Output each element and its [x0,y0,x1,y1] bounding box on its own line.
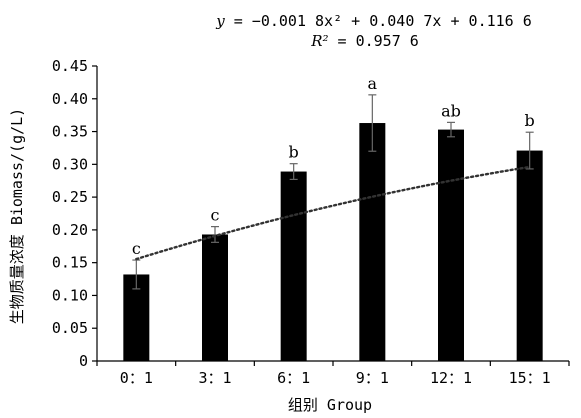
significance-label: ab [441,101,461,120]
x-tick-label: 6：1 [277,369,310,387]
y-tick-label: 0.35 [52,123,88,141]
trend-line [135,165,531,261]
significance-label: c [132,239,141,258]
x-tick-labels: 0：1 3：1 6：1 9：1 12：1 15：1 [96,361,570,387]
equation-y-var: y [215,12,225,30]
x-tick-label: 15：1 [509,369,551,387]
r-squared-text: = 0.957 6 [329,32,419,50]
bar [202,234,228,361]
x-tick-label: 3：1 [198,369,231,387]
y-tick-label: 0.45 [52,57,88,75]
x-axis-label: 组别 Group [288,396,372,414]
y-tick-label: 0.15 [52,254,88,272]
r-squared-line: R² = 0.957 6 [310,32,419,50]
bar [516,150,543,361]
error-bars [132,94,534,290]
y-tick-label: 0.05 [52,319,88,337]
y-axis-label: 生物质量浓度 Biomass/(g/L) [8,108,26,324]
x-tick-label: 0：1 [120,369,153,387]
y-ticks: 0 0.05 0.10 0.15 0.20 0.25 0.30 0.35 0.40 0.45 [52,57,97,370]
significance-label: c [211,206,220,225]
x-tick-label: 12：1 [430,369,472,387]
significance-label: b [525,111,535,130]
equation-text: = −0.001 8x² + 0.040 7x + 0.116 6 [225,12,532,30]
y-tick-label: 0.30 [52,155,88,173]
y-tick-label: 0.20 [52,221,88,239]
r-squared-var: R² [310,32,328,50]
y-tick-label: 0.40 [52,90,88,108]
significance-labels: c c b a ab b [132,74,535,258]
y-tick-label: 0.25 [52,188,88,206]
y-tick-label: 0 [79,352,88,370]
significance-label: a [368,74,378,93]
bars [123,123,543,362]
x-tick-label: 9：1 [356,369,389,387]
significance-label: b [289,143,299,162]
bar [359,123,386,362]
bar [280,171,307,361]
y-tick-label: 0.10 [52,286,88,304]
equation-line: y = −0.001 8x² + 0.040 7x + 0.116 6 [215,12,532,30]
bar [438,129,464,361]
